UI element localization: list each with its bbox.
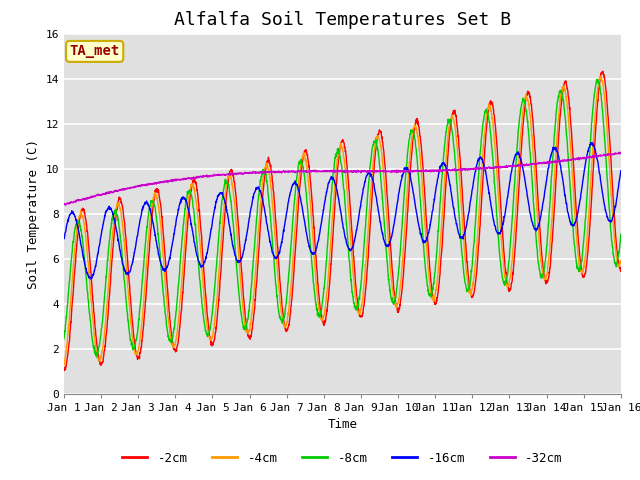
-16cm — [602, 207, 609, 213]
-16cm — [331, 180, 339, 186]
Legend: -2cm, -4cm, -8cm, -16cm, -32cm: -2cm, -4cm, -8cm, -16cm, -32cm — [117, 447, 568, 469]
-2cm — [316, 307, 324, 313]
-16cm — [316, 227, 324, 232]
-32cm — [89, 193, 97, 199]
-4cm — [88, 312, 96, 318]
-8cm — [60, 336, 68, 342]
-8cm — [602, 144, 609, 149]
-4cm — [617, 259, 625, 265]
-4cm — [331, 183, 339, 189]
-2cm — [60, 366, 68, 372]
-32cm — [316, 168, 324, 174]
-4cm — [316, 311, 324, 316]
-2cm — [499, 231, 506, 237]
-32cm — [331, 169, 339, 175]
-8cm — [316, 310, 324, 316]
Text: TA_met: TA_met — [70, 44, 120, 59]
-2cm — [331, 199, 339, 205]
-32cm — [61, 202, 69, 208]
-4cm — [598, 73, 605, 79]
-16cm — [617, 168, 625, 173]
-8cm — [593, 76, 601, 82]
-16cm — [60, 235, 68, 241]
-32cm — [601, 153, 609, 158]
Line: -8cm: -8cm — [64, 79, 621, 357]
-8cm — [331, 155, 339, 161]
-16cm — [587, 140, 595, 145]
Line: -4cm: -4cm — [64, 76, 621, 365]
-8cm — [93, 354, 100, 360]
-2cm — [602, 81, 609, 87]
-4cm — [601, 98, 609, 104]
-4cm — [60, 362, 68, 368]
-16cm — [86, 276, 94, 282]
-8cm — [88, 338, 96, 344]
Line: -16cm: -16cm — [64, 143, 621, 279]
-8cm — [617, 231, 625, 237]
-32cm — [617, 150, 625, 156]
-2cm — [601, 78, 609, 84]
Title: Alfalfa Soil Temperatures Set B: Alfalfa Soil Temperatures Set B — [174, 11, 511, 29]
-32cm — [60, 201, 68, 207]
X-axis label: Time: Time — [328, 418, 357, 431]
-32cm — [499, 164, 506, 170]
-2cm — [89, 293, 97, 299]
-2cm — [599, 69, 607, 74]
-2cm — [60, 368, 68, 373]
-4cm — [499, 249, 506, 255]
Y-axis label: Soil Temperature (C): Soil Temperature (C) — [27, 139, 40, 288]
-16cm — [601, 204, 609, 210]
-16cm — [499, 222, 506, 228]
-32cm — [601, 152, 609, 158]
-2cm — [617, 268, 625, 274]
Line: -32cm: -32cm — [64, 152, 621, 205]
Line: -2cm: -2cm — [64, 72, 621, 371]
-16cm — [89, 272, 97, 278]
-8cm — [601, 141, 609, 146]
-4cm — [601, 97, 609, 103]
-8cm — [499, 276, 506, 281]
-32cm — [615, 149, 623, 155]
